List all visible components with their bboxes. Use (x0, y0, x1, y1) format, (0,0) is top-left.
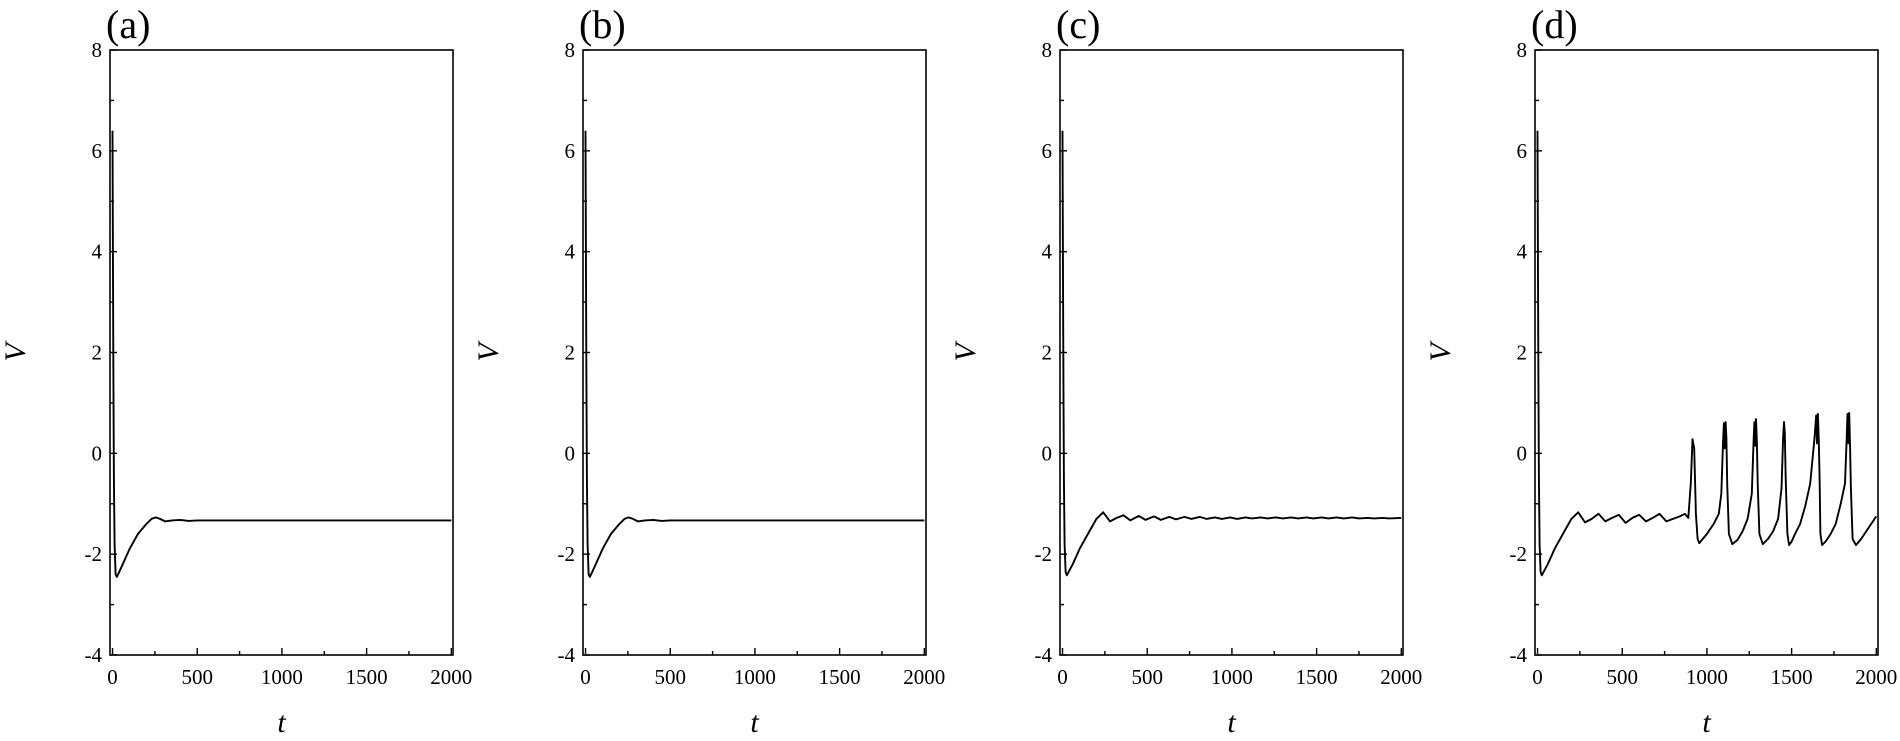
x-tick-label: 0 (1532, 665, 1543, 689)
panel-label: (b) (579, 2, 626, 47)
y-tick-label: 4 (1517, 240, 1528, 264)
x-tick-label: 500 (654, 665, 686, 689)
y-tick-label: 0 (565, 441, 576, 465)
x-tick-label: 500 (1131, 665, 1163, 689)
chart-panel: (c) -4 -2 0 2 4 6 8 0 500 1000 1500 2000 t V (949, 2, 1422, 739)
y-tick-label: 8 (565, 38, 576, 62)
chart-panel: (b) -4 -2 0 2 4 6 8 0 500 1000 1500 2000 t V (472, 2, 945, 739)
plot-frame (1059, 49, 1404, 656)
y-tick-label: -2 (85, 542, 103, 566)
y-tick-label: -4 (558, 643, 576, 667)
x-tick-label: 0 (580, 665, 591, 689)
plot-frame (109, 49, 454, 656)
x-axis-title: t (277, 706, 286, 739)
x-tick-label: 500 (1606, 665, 1638, 689)
y-axis-title: V (472, 340, 505, 362)
y-tick-label: -4 (85, 643, 103, 667)
x-tick-label: 2000 (430, 665, 472, 689)
y-tick-label: 6 (1517, 139, 1528, 163)
x-tick-label: 2000 (1380, 665, 1422, 689)
y-tick-label: -2 (1510, 542, 1528, 566)
y-tick-label: -4 (1035, 643, 1053, 667)
series-line (1536, 130, 1878, 577)
y-tick-label: 2 (565, 341, 576, 365)
y-axis-title: V (0, 340, 32, 362)
plot-frame (1534, 49, 1879, 656)
y-tick-label: 8 (1042, 38, 1053, 62)
x-axis-title: t (750, 706, 759, 739)
panel-label: (c) (1056, 2, 1100, 47)
x-tick-label: 0 (107, 665, 118, 689)
y-tick-label: 4 (565, 240, 576, 264)
y-tick-label: 2 (92, 341, 103, 365)
y-tick-label: 8 (92, 38, 103, 62)
y-axis-title: V (1424, 340, 1457, 362)
y-tick-label: 0 (1042, 441, 1053, 465)
x-tick-label: 1000 (734, 665, 776, 689)
y-tick-label: 2 (1042, 341, 1053, 365)
plot-frame (582, 49, 927, 656)
y-tick-label: -4 (1510, 643, 1528, 667)
series-line (111, 130, 452, 578)
y-axis-title: V (949, 340, 982, 362)
x-tick-label: 1500 (1296, 665, 1338, 689)
y-tick-label: -2 (558, 542, 576, 566)
y-tick-label: 0 (92, 441, 103, 465)
y-tick-label: 6 (1042, 139, 1053, 163)
x-axis-title: t (1227, 706, 1236, 739)
x-tick-label: 1500 (346, 665, 388, 689)
panel-label: (a) (106, 2, 150, 47)
x-axis-title: t (1702, 706, 1711, 739)
chart-panel: (d) -4 -2 0 2 4 6 8 0 500 1000 1500 2000 t V (1424, 2, 1897, 739)
panel-label: (d) (1531, 2, 1578, 47)
x-tick-label: 2000 (903, 665, 945, 689)
x-tick-label: 500 (181, 665, 213, 689)
y-tick-label: 4 (92, 240, 103, 264)
x-tick-label: 1000 (1686, 665, 1728, 689)
y-tick-label: 4 (1042, 240, 1053, 264)
y-tick-label: 0 (1517, 441, 1528, 465)
x-tick-label: 1000 (261, 665, 303, 689)
x-tick-label: 1500 (1771, 665, 1813, 689)
x-tick-label: 2000 (1855, 665, 1897, 689)
y-tick-label: 2 (1517, 341, 1528, 365)
chart-panel: (a) -4 -2 0 2 4 6 8 0 500 1000 1500 2000 t V (0, 2, 472, 739)
y-tick-label: 8 (1517, 38, 1528, 62)
series-line (584, 130, 925, 578)
x-tick-label: 0 (1057, 665, 1068, 689)
y-tick-label: 6 (92, 139, 103, 163)
series-line (1061, 130, 1402, 577)
x-tick-label: 1000 (1211, 665, 1253, 689)
y-tick-label: -2 (1035, 542, 1053, 566)
y-tick-label: 6 (565, 139, 576, 163)
x-tick-label: 1500 (819, 665, 861, 689)
